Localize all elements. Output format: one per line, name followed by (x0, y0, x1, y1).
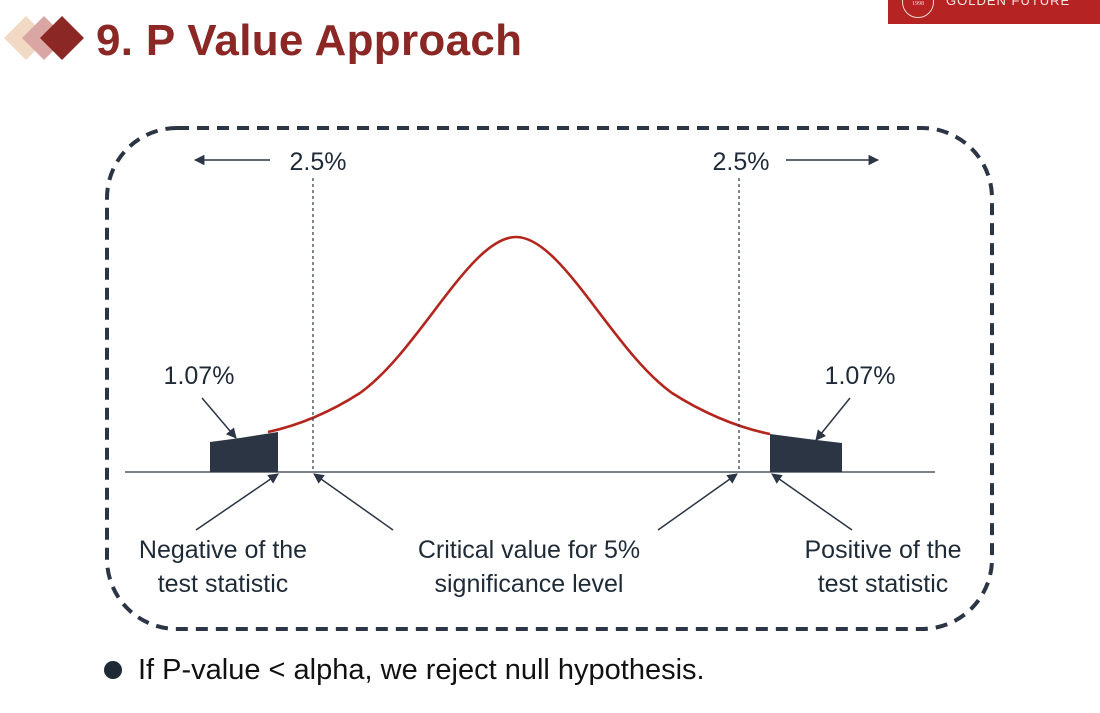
right-pvalue-area (770, 434, 842, 472)
left-tail-percent: 2.5% (290, 148, 347, 176)
right-critical-arrow (657, 473, 738, 531)
diamond-dark (40, 16, 84, 60)
positive-stat-arrow (771, 473, 853, 531)
title-area: 9. P Value Approach (0, 0, 700, 80)
critical-label-line1: Critical value for 5% (418, 536, 640, 564)
critical-label-line2: significance level (435, 570, 624, 598)
positive-stat-label-line1: Positive of the (804, 536, 961, 564)
right-tail-percent: 2.5% (713, 148, 770, 176)
page-title: 9. P Value Approach (96, 16, 523, 65)
bullet-point: If P-value < alpha, we reject null hypot… (104, 650, 705, 690)
right-pvalue-percent: 1.07% (825, 362, 896, 390)
negative-stat-arrow (195, 473, 279, 531)
left-pvalue-percent: 1.07% (164, 362, 235, 390)
logo-text: GOLDEN FUTURE (946, 0, 1071, 8)
bullet-dot-icon (104, 661, 122, 679)
right-pvalue-arrow (815, 397, 851, 441)
distribution-curve (267, 235, 771, 436)
title-diamonds-icon (4, 16, 84, 60)
header-logo: 1998 GOLDEN FUTURE (888, 0, 1100, 24)
diagram-border (105, 126, 994, 631)
left-pvalue-area (210, 432, 278, 472)
logo-seal-text: 1998 (912, 1, 924, 7)
positive-stat-label-line2: test statistic (818, 570, 949, 598)
negative-stat-label-line1: Negative of the (139, 536, 307, 564)
negative-stat-label-line2: test statistic (158, 570, 289, 598)
left-critical-arrow (313, 473, 394, 531)
left-pvalue-arrow (201, 397, 237, 439)
bullet-text: If P-value < alpha, we reject null hypot… (138, 653, 705, 686)
